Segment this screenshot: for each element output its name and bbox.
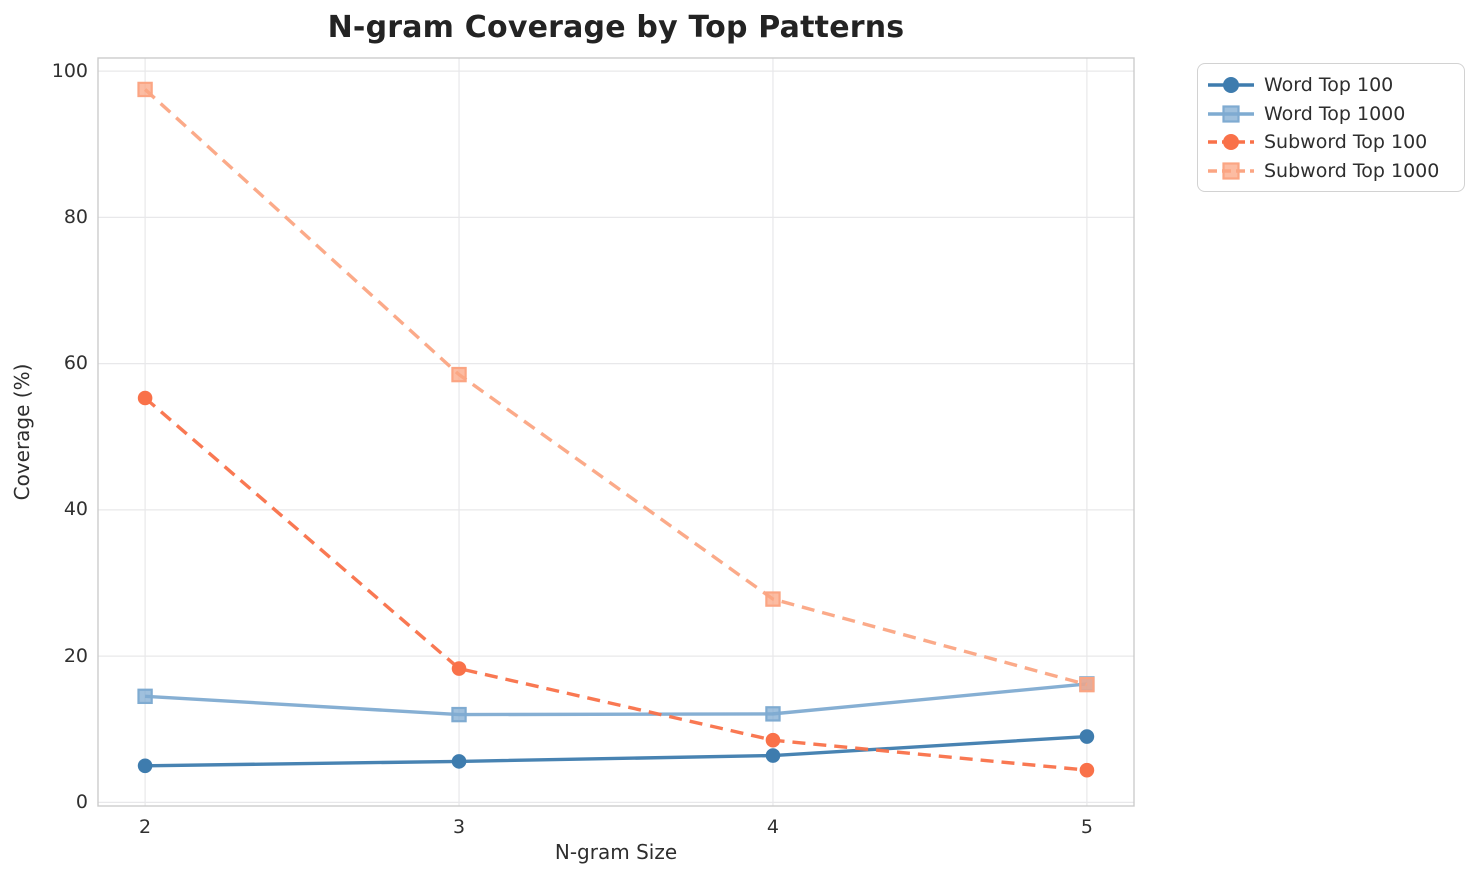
legend-label: Subword Top 100 [1264, 131, 1428, 154]
x-tick-label: 3 [452, 816, 466, 838]
legend-label: Word Top 100 [1264, 74, 1394, 97]
legend-label: Word Top 1000 [1264, 102, 1406, 125]
legend-key-square-icon [1208, 162, 1254, 180]
marker-circle-subword-top-100 [137, 390, 153, 406]
y-tick-label: 100 [51, 59, 88, 82]
y-tick-label: 20 [63, 644, 88, 667]
axes-frame [97, 57, 1135, 807]
legend: Word Top 100 Word Top 1000 Subword Top 100… [1197, 63, 1465, 192]
marker-square-subword-top-1000 [765, 591, 781, 607]
series-line-word-top-100 [145, 734, 1088, 768]
marker-square-word-top-1000 [765, 706, 781, 722]
legend-item-word-top-1000: Word Top 1000 [1207, 100, 1454, 129]
legend-item-subword-top-1000: Subword Top 1000 [1207, 157, 1454, 186]
marker-circle-subword-top-100 [451, 661, 467, 676]
marker-square-subword-top-1000 [1079, 676, 1095, 693]
marker-square-subword-top-1000 [137, 81, 153, 98]
y-tick-label: 60 [63, 352, 88, 375]
series-line-subword-top-1000 [143, 88, 1088, 687]
legend-label: Subword Top 1000 [1264, 159, 1440, 182]
legend-item-subword-top-100: Subword Top 100 [1207, 128, 1454, 157]
x-tick-label: 2 [139, 816, 152, 838]
legend-item-word-top-100: Word Top 100 [1207, 71, 1454, 100]
x-tick-label: 4 [766, 816, 780, 838]
legend-key-circle-icon [1208, 134, 1254, 151]
marker-circle-subword-top-100 [1079, 762, 1095, 778]
legend-key-square-icon [1208, 105, 1254, 123]
marker-circle-subword-top-100 [765, 732, 781, 748]
marker-square-subword-top-1000 [451, 366, 467, 383]
marker-square-word-top-1000 [451, 706, 467, 723]
marker-circle-word-top-100 [765, 748, 781, 763]
marker-circle-word-top-100 [1079, 729, 1095, 744]
legend-key-circle-icon [1208, 77, 1254, 94]
series-line-word-top-1000 [144, 682, 1088, 717]
chart-title: N-gram Coverage by Top Patterns [327, 10, 905, 45]
marker-circle-word-top-100 [451, 754, 467, 769]
x-axis-label: N-gram Size [554, 840, 678, 864]
y-tick-label: 0 [75, 790, 88, 813]
y-axis-label: Coverage (%) [10, 363, 34, 501]
series-line-subword-top-100 [143, 396, 1088, 772]
marker-square-word-top-1000 [137, 688, 153, 705]
marker-circle-word-top-100 [137, 758, 153, 774]
x-tick-label: 5 [1080, 816, 1093, 838]
y-tick-label: 80 [63, 205, 88, 228]
y-tick-label: 40 [63, 498, 88, 521]
